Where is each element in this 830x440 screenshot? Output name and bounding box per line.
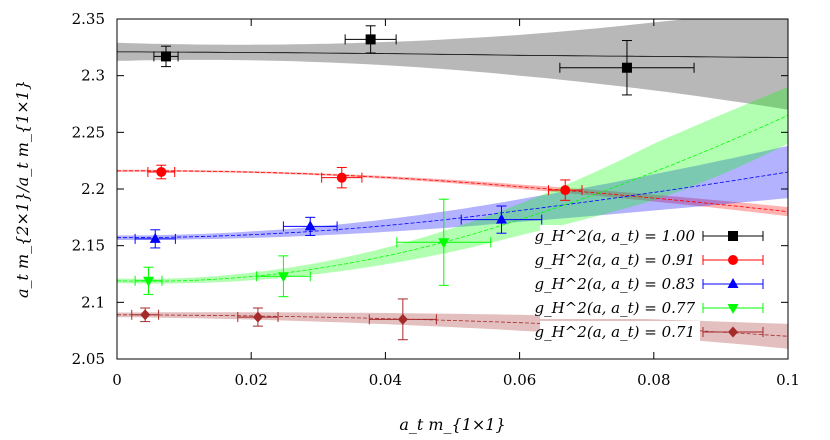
x-tick-label-4: 0.08 <box>637 371 670 389</box>
legend-label-0: g_H^2(a, a_t) = 1.00 <box>535 227 696 245</box>
fit-line-3 <box>117 114 788 282</box>
data-point-1-1 <box>336 172 347 183</box>
fit-line-1 <box>117 170 788 213</box>
fit-band-2 <box>117 145 788 240</box>
legend-marker-2 <box>727 278 739 288</box>
y-tick-label-2: 2.15 <box>72 237 105 255</box>
axis-ticks: 0 0.02 0.04 0.06 0.08 0.1 2.05 2.1 2.15 2.2 2.25 2.… <box>72 10 800 389</box>
legend-item-4: g_H^2(a, a_t) = 0.71 <box>535 321 764 343</box>
data-point-1-2 <box>560 185 571 196</box>
y-tick-label-3: 2.2 <box>81 180 105 198</box>
data-markers <box>140 34 632 325</box>
data-point-4-1 <box>252 311 263 323</box>
data-point-3-0 <box>143 276 155 287</box>
legend-item-2: g_H^2(a, a_t) = 0.83 <box>535 273 764 295</box>
legend-label-bg-1 <box>540 249 700 271</box>
y-tick-label-0: 2.05 <box>72 350 105 368</box>
x-axis-label: a_t m_{1×1} <box>399 415 505 434</box>
x-tick-label-5: 0.1 <box>776 371 800 389</box>
error-bar-4-0 <box>131 307 160 323</box>
legend-label-2: g_H^2(a, a_t) = 0.83 <box>535 275 695 293</box>
x-tick-label-2: 0.04 <box>369 371 402 389</box>
legend-label-bg-4 <box>540 321 700 343</box>
data-point-2-2 <box>495 213 507 224</box>
legend-label-bg-3 <box>540 297 700 319</box>
y-tick-label-5: 2.3 <box>81 67 105 85</box>
legend-item-3: g_H^2(a, a_t) = 0.77 <box>535 297 764 319</box>
legend-marker-3 <box>727 304 739 314</box>
legend: g_H^2(a, a_t) = 1.00 g_H^2(a, a_t) = 0.91… <box>535 225 764 343</box>
legend-marker-4 <box>728 326 738 338</box>
data-point-0-0 <box>160 51 171 62</box>
legend-item-0: g_H^2(a, a_t) = 1.00 <box>535 225 764 247</box>
data-point-0-2 <box>621 62 632 73</box>
x-tick-label-1: 0.02 <box>234 371 267 389</box>
data-point-3-2 <box>438 238 450 249</box>
legend-marker-1 <box>728 255 738 265</box>
y-axis-label: a_t m_{2×1}/a_t m_{1×1} <box>13 80 32 298</box>
x-tick-label-3: 0.06 <box>503 371 536 389</box>
legend-item-1: g_H^2(a, a_t) = 0.91 <box>535 249 764 271</box>
legend-label-4: g_H^2(a, a_t) = 0.71 <box>535 323 695 341</box>
legend-label-3: g_H^2(a, a_t) = 0.77 <box>535 299 696 317</box>
legend-label-1: g_H^2(a, a_t) = 0.91 <box>535 251 695 269</box>
data-point-2-1 <box>304 220 316 231</box>
data-point-3-1 <box>277 272 289 283</box>
data-point-4-0 <box>140 309 151 321</box>
fit-line-2 <box>117 171 788 239</box>
y-tick-label-6: 2.35 <box>72 10 105 28</box>
x-tick-label-0: 0 <box>112 371 122 389</box>
data-point-0-1 <box>365 34 376 45</box>
legend-label-bg-2 <box>540 273 700 295</box>
data-point-1-0 <box>156 167 167 177</box>
legend-marker-0 <box>728 231 738 241</box>
y-tick-label-4: 2.25 <box>72 123 105 141</box>
fit-band-3 <box>117 87 788 284</box>
fit-band-0 <box>117 19 788 110</box>
legend-label-bg-0 <box>540 225 700 247</box>
data-point-4-2 <box>397 313 408 325</box>
y-tick-label-1: 2.1 <box>81 293 105 311</box>
fit-line-0 <box>117 51 788 58</box>
data-point-2-0 <box>149 232 161 243</box>
